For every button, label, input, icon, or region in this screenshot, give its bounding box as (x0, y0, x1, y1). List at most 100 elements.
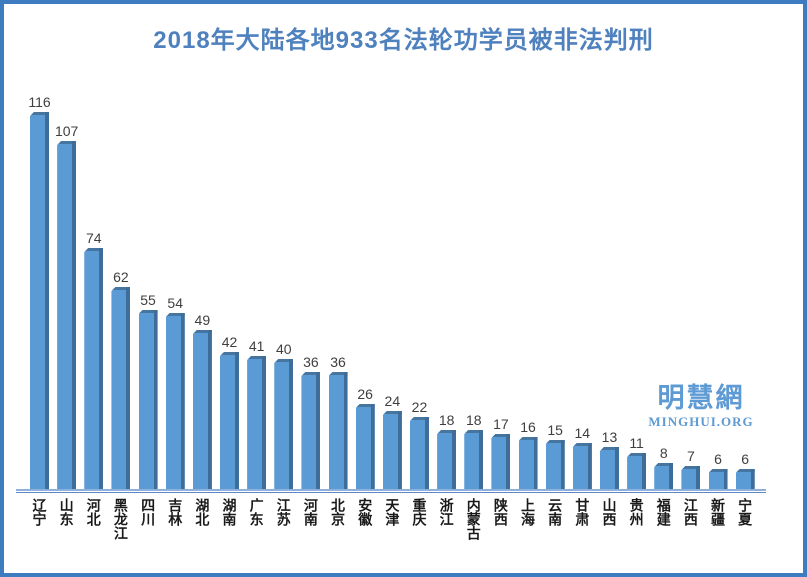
bar-value-label: 6 (714, 451, 722, 467)
bar-value-label: 49 (194, 312, 211, 328)
chart-title: 2018年大陆各地933名法轮功学员被非法判刑 (153, 27, 654, 54)
bar-column: 6 宁夏 (735, 451, 755, 526)
bar-column: 11 贵州 (627, 435, 647, 526)
bar (491, 434, 511, 489)
bar-value-label: 62 (113, 269, 129, 285)
bar-column: 14 甘肃 (572, 425, 592, 526)
bar-column: 18 浙江 (437, 412, 457, 526)
bar-value-label: 7 (686, 448, 695, 464)
category-label: 甘肃 (574, 498, 591, 526)
category-label: 福建 (655, 498, 672, 526)
bar-column: 55 四川 (138, 292, 158, 526)
x-axis-line (16, 489, 766, 491)
bar-column: 36 北京 (328, 354, 348, 526)
bar-value-label: 8 (659, 445, 668, 461)
category-label: 江西 (682, 498, 699, 526)
bar-column: 54 吉林 (165, 296, 185, 526)
bar-column: 13 山西 (599, 429, 619, 526)
category-label: 四川 (140, 498, 157, 526)
bar-value-label: 14 (574, 425, 591, 441)
category-label: 内蒙古 (465, 498, 482, 540)
watermark-cjk-text: 明慧網 (657, 383, 745, 413)
category-label: 重庆 (411, 498, 428, 526)
bar-value-label: 11 (629, 435, 644, 451)
bar-column: 7 江西 (681, 448, 701, 526)
bar (681, 466, 701, 489)
bar (30, 112, 49, 489)
watermark-latin-text: MINGHUI.ORG (648, 413, 754, 429)
bar (355, 404, 375, 489)
bar (572, 443, 592, 489)
bar (301, 372, 321, 489)
category-label: 北京 (330, 498, 347, 526)
bar (192, 330, 212, 489)
bar-column: 107 山东 (55, 124, 78, 526)
bar-value-label: 55 (140, 292, 156, 308)
bar (111, 287, 131, 489)
bar-column: 62 黑龙江 (111, 269, 131, 540)
category-label: 天津 (384, 498, 401, 526)
bar-column: 26 安徽 (355, 386, 375, 526)
bar (165, 313, 185, 489)
bar-value-label: 42 (221, 334, 238, 350)
bar-column: 42 湖南 (219, 334, 239, 526)
bar-value-label: 36 (303, 354, 319, 370)
category-label: 浙江 (438, 498, 455, 526)
bar-value-label: 6 (741, 451, 750, 467)
bar (409, 417, 429, 489)
bar (382, 411, 402, 489)
bar-value-label: 17 (493, 416, 509, 432)
bar-column: 22 重庆 (409, 399, 429, 526)
bar (708, 469, 728, 489)
bar-column: 18 内蒙古 (464, 412, 484, 540)
bar (518, 437, 538, 489)
bar-column: 15 云南 (545, 423, 565, 526)
bar-column: 16 上海 (518, 419, 538, 526)
bar-column: 116 辽宁 (28, 95, 50, 526)
category-label: 安徽 (357, 498, 374, 526)
bar-value-label: 41 (248, 338, 265, 354)
bar (654, 463, 674, 489)
bar (464, 430, 484, 489)
bar-plot: 116 辽宁 107 山东 74 河北 62 黑龙江 55 四川 54 吉林 49 湖北 42 湖南 41 广东 4… (28, 4, 755, 540)
bar-column: 74 河北 (84, 230, 104, 526)
bar-value-label: 74 (85, 230, 102, 246)
category-label: 江苏 (275, 498, 292, 526)
bar-column: 36 河南 (301, 354, 321, 526)
category-label: 黑龙江 (112, 498, 129, 540)
bar (545, 440, 565, 489)
bar-value-label: 22 (411, 399, 428, 415)
bar (84, 248, 104, 489)
bar (328, 372, 348, 489)
bar (247, 356, 267, 489)
bar (274, 359, 294, 489)
category-label: 新疆 (710, 498, 727, 526)
bar-column: 24 天津 (382, 393, 402, 526)
bar (627, 453, 647, 489)
category-label: 贵州 (628, 498, 645, 526)
bar (735, 469, 755, 489)
bar (219, 352, 239, 489)
bar-value-label: 26 (357, 386, 373, 402)
bar (57, 141, 77, 489)
category-label: 湖南 (221, 498, 238, 526)
bar-value-label: 18 (438, 412, 455, 428)
category-label: 河南 (302, 498, 319, 526)
category-label: 云南 (547, 498, 564, 526)
category-label: 吉林 (167, 498, 184, 526)
category-label: 陕西 (492, 498, 509, 526)
category-label: 宁夏 (737, 498, 754, 526)
bar-value-label: 16 (520, 419, 536, 435)
bar (138, 310, 158, 489)
bar-value-label: 24 (384, 393, 401, 409)
category-label: 山东 (58, 498, 75, 526)
category-label: 湖北 (194, 498, 211, 526)
bar (599, 447, 619, 489)
bar-column: 8 福建 (654, 445, 674, 526)
bar-value-label: 18 (465, 412, 482, 428)
bar-value-label: 13 (601, 429, 618, 445)
category-label: 辽宁 (31, 498, 48, 526)
bar-column: 49 湖北 (192, 312, 212, 526)
bar-value-label: 36 (330, 354, 346, 370)
